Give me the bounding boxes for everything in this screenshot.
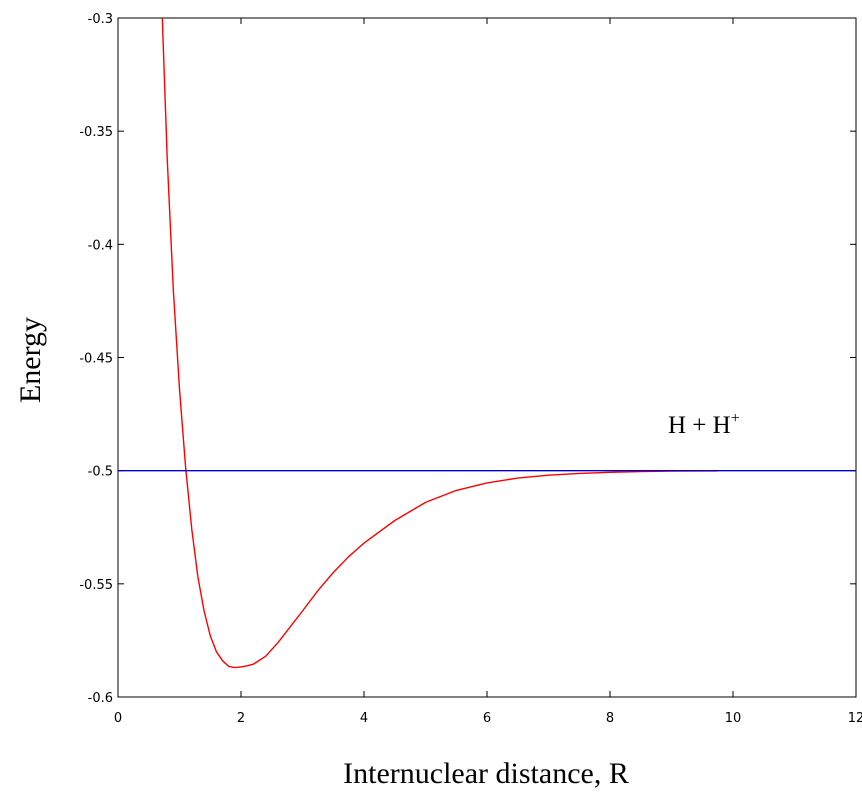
y-tick-label: -0.5 (88, 465, 113, 480)
y-tick-label: -0.6 (88, 691, 113, 706)
series-group (118, 17, 856, 669)
x-tick-label: 10 (725, 711, 742, 726)
y-tick-label: -0.35 (79, 125, 113, 140)
x-tick-label: 0 (114, 711, 122, 726)
x-tick-label: 12 (848, 711, 862, 726)
y-axis-title: Energy (14, 317, 47, 403)
series-line-1 (161, 17, 718, 669)
x-axis-title: Internuclear distance, R (343, 757, 629, 790)
y-tick-label: -0.4 (88, 238, 113, 253)
y-tick-label: -0.3 (88, 12, 113, 27)
plot-frame (117, 17, 857, 698)
y-tick-label: -0.55 (79, 578, 113, 593)
y-tick-label: -0.45 (79, 352, 113, 367)
x-tick-label: 6 (483, 711, 491, 726)
plot-area (117, 17, 857, 698)
annotation-label: H + H+ (668, 410, 740, 439)
x-tick-label: 4 (360, 711, 368, 726)
tick-marks: -0.6 -0.55 -0.5 -0.45 -0.4 -0.35 -0.3 0 2 4 6 8 10 12 (79, 12, 862, 726)
x-tick-label: 2 (237, 711, 245, 726)
x-tick-label: 8 (606, 711, 614, 726)
